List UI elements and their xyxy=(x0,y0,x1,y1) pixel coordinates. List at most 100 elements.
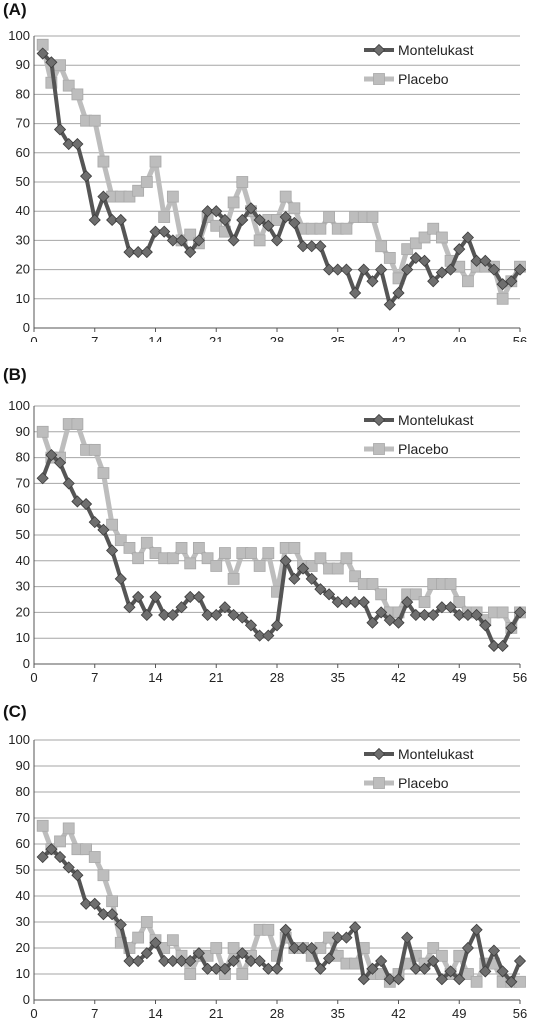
montelukast-point xyxy=(505,275,518,288)
montelukast-point xyxy=(496,639,509,653)
montelukast-point xyxy=(296,941,310,955)
x-tick-label: 42 xyxy=(391,1006,405,1021)
montelukast-point xyxy=(349,286,362,300)
y-tick-label: 80 xyxy=(16,784,30,799)
x-tick-label: 0 xyxy=(30,1006,37,1021)
montelukast-point xyxy=(366,275,379,288)
placebo-point xyxy=(97,869,110,882)
placebo-point xyxy=(331,562,344,575)
x-tick-label: 7 xyxy=(91,334,98,342)
montelukast-point xyxy=(36,47,49,60)
chart-c: 0 10 20 30 40 50 60 70 80 90 100 0 7 14 21 28 35 42 49 56 Mo… xyxy=(8,732,527,1021)
montelukast-point xyxy=(496,965,509,978)
placebo-point xyxy=(435,949,448,962)
montelukast-point xyxy=(392,286,405,300)
montelukast-point xyxy=(305,572,318,585)
montelukast-point xyxy=(279,554,292,567)
montelukast-point xyxy=(132,590,145,603)
montelukast-point xyxy=(140,608,153,622)
montelukast-point xyxy=(262,629,275,642)
legend-marker xyxy=(372,413,386,427)
montelukast-point xyxy=(45,56,58,69)
montelukast-point xyxy=(470,923,483,936)
montelukast-point xyxy=(218,213,231,227)
montelukast-point xyxy=(435,973,448,986)
montelukast-point xyxy=(80,170,93,183)
montelukast-point xyxy=(409,608,422,622)
legend-label: Montelukast xyxy=(398,412,474,428)
montelukast-point xyxy=(45,843,58,856)
montelukast-point xyxy=(314,240,327,253)
placebo-point xyxy=(418,596,431,608)
montelukast-point xyxy=(227,608,240,622)
legend-label: Placebo xyxy=(398,441,449,457)
y-tick-label: 10 xyxy=(16,630,30,645)
montelukast-point xyxy=(418,608,431,622)
chart-a: 0 10 20 30 40 50 60 70 80 90 100 0 7 14 21 28 35 42 49 56 Mo… xyxy=(8,28,527,349)
montelukast-point xyxy=(409,962,422,975)
montelukast-point xyxy=(262,962,275,975)
montelukast-point xyxy=(461,231,474,244)
montelukast-point xyxy=(71,495,84,508)
panel-label: (C) xyxy=(3,702,27,721)
y-tick-label: 0 xyxy=(23,320,30,335)
montelukast-point xyxy=(401,596,414,609)
montelukast-point xyxy=(427,608,440,622)
placebo-point xyxy=(132,552,145,565)
montelukast-point xyxy=(270,962,284,975)
montelukast-point xyxy=(62,861,75,874)
y-tick-label: 30 xyxy=(16,579,30,594)
montelukast-point xyxy=(296,562,310,575)
placebo-point xyxy=(140,176,153,188)
panel-label: (B) xyxy=(3,365,27,384)
placebo-point xyxy=(62,822,75,835)
y-tick-label: 40 xyxy=(16,203,30,218)
placebo-point xyxy=(210,560,223,572)
legend-marker xyxy=(372,747,386,761)
montelukast-point xyxy=(106,908,119,921)
legend-label: Montelukast xyxy=(398,746,474,762)
y-tick-label: 30 xyxy=(16,232,30,247)
montelukast-point xyxy=(192,234,205,247)
placebo-point xyxy=(227,942,240,954)
montelukast-point xyxy=(470,608,483,622)
chart-b: 0 10 20 30 40 50 60 70 80 90 100 0 7 14 21 28 35 42 49 56 Mo… xyxy=(8,398,527,685)
placebo-point xyxy=(54,59,66,72)
y-tick-label: 20 xyxy=(16,604,30,619)
montelukast-point xyxy=(218,962,231,975)
montelukast-point xyxy=(114,213,127,227)
placebo-point xyxy=(462,275,474,288)
panel-c: (C) 0 10 20 30 40 50 60 70 80 90 100 0 7 14 21 28 35 42 49… xyxy=(0,702,534,1024)
montelukast-point xyxy=(175,601,188,614)
montelukast-point xyxy=(36,850,49,864)
montelukast-point xyxy=(149,225,162,238)
montelukast-point xyxy=(71,869,84,882)
montelukast-point xyxy=(288,216,301,229)
placebo-point xyxy=(140,916,153,928)
montelukast-point xyxy=(444,263,457,276)
montelukast-point xyxy=(479,965,492,978)
montelukast-point xyxy=(210,205,223,218)
y-tick-label: 20 xyxy=(16,262,30,277)
montelukast-point xyxy=(435,601,448,614)
placebo-point xyxy=(201,552,214,565)
y-tick-label: 50 xyxy=(16,527,30,542)
montelukast-point xyxy=(270,234,284,247)
montelukast-point xyxy=(479,254,492,267)
placebo-point xyxy=(149,155,162,168)
montelukast-point xyxy=(53,123,67,136)
x-tick-label: 49 xyxy=(452,670,466,683)
x-tick-label: 7 xyxy=(91,1006,98,1021)
x-tick-label: 0 xyxy=(30,670,37,683)
placebo-point xyxy=(453,596,466,608)
placebo-point xyxy=(132,931,145,944)
montelukast-point xyxy=(383,298,396,311)
montelukast-point xyxy=(184,246,197,259)
montelukast-point xyxy=(296,240,310,253)
montelukast-point xyxy=(158,225,171,238)
placebo-point xyxy=(496,606,509,619)
montelukast-point xyxy=(340,931,353,944)
placebo-point xyxy=(279,190,292,203)
montelukast-point xyxy=(97,908,110,921)
placebo-point xyxy=(236,176,249,188)
